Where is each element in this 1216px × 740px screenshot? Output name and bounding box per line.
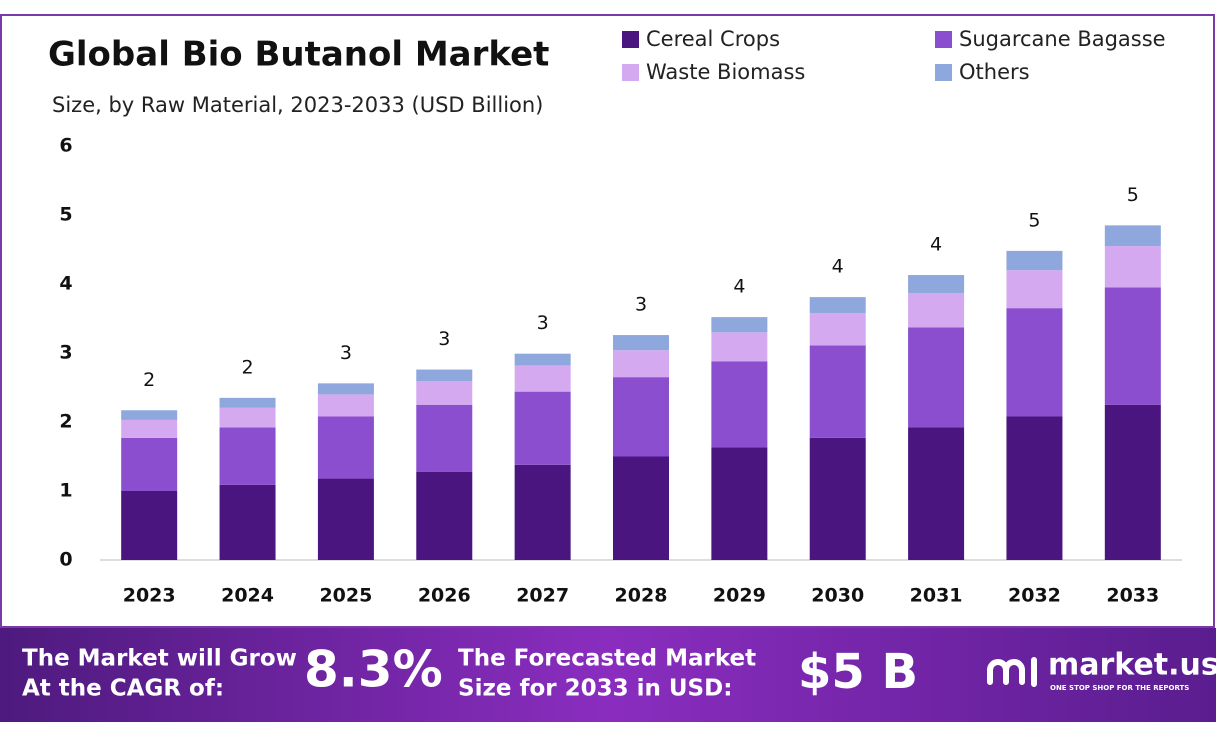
bar-segment [317, 478, 374, 560]
bar-segment [711, 447, 768, 560]
y-tick-label: 5 [59, 204, 72, 226]
bar-segment [514, 391, 571, 465]
total-label: 3 [340, 342, 352, 364]
legend-swatch [935, 64, 952, 81]
cagr-text: At the CAGR of: [22, 676, 224, 702]
total-label: 4 [733, 276, 745, 298]
forecast-value: $5 B [798, 644, 918, 700]
bar-segment [317, 416, 374, 479]
bar-segment [317, 383, 374, 395]
bar-segment [711, 317, 768, 333]
x-tick-label: 2032 [1008, 585, 1061, 607]
bar-segment [908, 275, 965, 293]
x-tick-label: 2025 [319, 585, 372, 607]
bar-segment [219, 427, 276, 485]
bar-segment [121, 491, 178, 560]
bar-segment [908, 427, 965, 560]
tagline: ONE STOP SHOP FOR THE REPORTS [1050, 684, 1189, 692]
bar-segment [416, 381, 473, 405]
bar-segment [711, 361, 768, 448]
bar-segment [219, 484, 276, 560]
bar-segment [121, 410, 178, 420]
bar-segment [809, 345, 866, 438]
legend-label: Waste Biomass [646, 60, 805, 84]
y-tick-label: 2 [59, 411, 72, 433]
forecast-text: The Forecasted Market [458, 646, 756, 672]
legend-swatch [622, 31, 639, 48]
y-tick-label: 1 [59, 480, 72, 502]
logo-icon [987, 657, 1037, 687]
total-label: 4 [832, 256, 844, 278]
y-tick-label: 4 [59, 273, 72, 295]
x-tick-label: 2029 [713, 585, 766, 607]
bar-segment [613, 350, 669, 378]
bar-segment [1006, 270, 1063, 309]
bar-segment [1104, 225, 1161, 247]
bar-segment [416, 404, 473, 472]
bar-segment [809, 297, 866, 313]
y-tick-label: 0 [59, 549, 72, 571]
banner [0, 628, 1216, 722]
brand: market.us [1048, 648, 1216, 683]
x-tick-label: 2027 [516, 585, 569, 607]
x-tick-label: 2031 [910, 585, 963, 607]
bar-segment [1006, 416, 1063, 560]
x-tick-label: 2028 [615, 585, 668, 607]
bar-segment [908, 292, 965, 328]
bar-segment [219, 407, 276, 428]
legend-label: Others [959, 60, 1030, 84]
x-tick-label: 2026 [418, 585, 471, 607]
bar-segment [416, 471, 473, 560]
bar-segment [1104, 246, 1161, 288]
chart-subtitle: Size, by Raw Material, 2023-2033 (USD Bi… [52, 93, 543, 117]
frame [0, 14, 1215, 628]
total-label: 3 [537, 312, 549, 334]
legend-swatch [622, 64, 639, 81]
bar-segment [1006, 250, 1063, 271]
cagr-value: 8.3% [304, 641, 443, 699]
total-label: 2 [241, 356, 253, 378]
forecast-text: Size for 2033 in USD: [458, 676, 732, 702]
cagr-text: The Market will Grow [22, 646, 297, 672]
bar-segment [711, 332, 768, 362]
y-tick-label: 3 [59, 342, 72, 364]
bar-segment [514, 353, 571, 366]
bar-segment [613, 377, 669, 457]
bar-segment [514, 365, 571, 392]
total-label: 3 [635, 294, 647, 316]
total-label: 5 [1028, 209, 1040, 231]
x-tick-label: 2030 [811, 585, 864, 607]
bar-segment [613, 335, 669, 351]
bar-segment [908, 327, 965, 428]
bar-segment [1006, 308, 1063, 417]
bar-segment [121, 437, 178, 491]
total-label: 4 [930, 234, 942, 256]
legend-swatch [935, 31, 952, 48]
x-tick-label: 2023 [123, 585, 176, 607]
bar-segment [317, 394, 374, 417]
total-label: 3 [438, 328, 450, 350]
bar-segment [121, 419, 178, 438]
total-label: 5 [1127, 184, 1139, 206]
y-tick-label: 6 [59, 135, 72, 157]
bar-segment [809, 437, 866, 560]
x-tick-label: 2024 [221, 585, 274, 607]
bar-segment [613, 456, 669, 560]
x-tick-label: 2033 [1106, 585, 1159, 607]
legend-label: Cereal Crops [646, 27, 780, 51]
legend-label: Sugarcane Bagasse [959, 27, 1166, 51]
bar-segment [219, 397, 276, 408]
bar-segment [416, 369, 473, 382]
total-label: 2 [143, 369, 155, 391]
bar-segment [809, 312, 866, 346]
bar-segment [1104, 287, 1161, 405]
chart-title: Global Bio Butanol Market [48, 35, 549, 75]
bar-segment [1104, 404, 1161, 560]
bar-segment [514, 464, 571, 560]
